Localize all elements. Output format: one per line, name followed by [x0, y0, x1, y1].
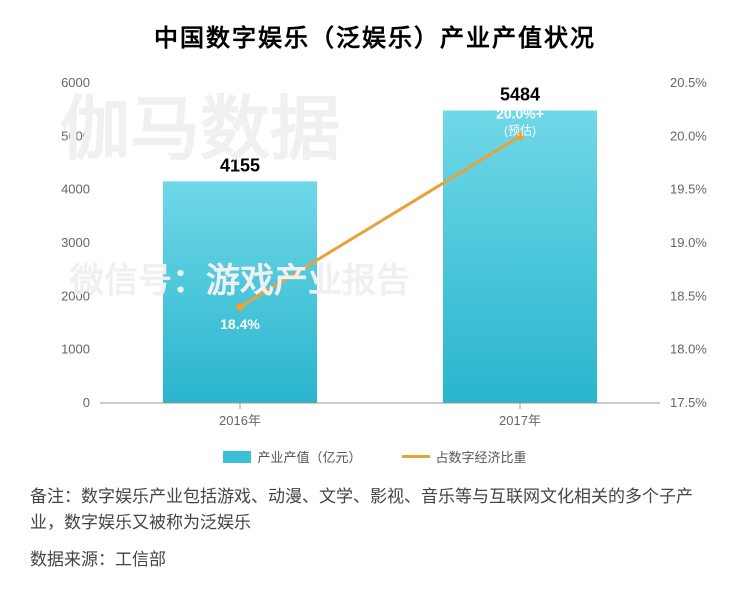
- svg-text:3000: 3000: [61, 235, 90, 250]
- svg-text:1000: 1000: [61, 342, 90, 357]
- trend-value-label: 18.4%: [220, 316, 260, 332]
- legend-item-bar: 产业产值（亿元）: [223, 447, 361, 466]
- svg-text:19.0%: 19.0%: [670, 235, 707, 250]
- bar-value-label: 5484: [500, 85, 540, 105]
- svg-text:2000: 2000: [61, 288, 90, 303]
- legend: 产业产值（亿元） 占数字经济比重: [0, 447, 750, 466]
- svg-text:19.5%: 19.5%: [670, 182, 707, 197]
- bar: [163, 181, 317, 403]
- svg-text:20.5%: 20.5%: [670, 75, 707, 90]
- trend-value-label: 20.0%+: [496, 105, 544, 121]
- bar: [443, 111, 597, 403]
- chart-container: 伽马数据 微信号：游戏产业报告 010002000300040005000600…: [30, 63, 720, 443]
- legend-swatch-line: [402, 455, 430, 458]
- trend-point: [236, 303, 244, 311]
- svg-text:6000: 6000: [61, 75, 90, 90]
- svg-text:18.5%: 18.5%: [670, 288, 707, 303]
- legend-label-bar: 产业产值（亿元）: [257, 447, 361, 466]
- chart-title: 中国数字娱乐（泛娱乐）产业产值状况: [0, 0, 750, 63]
- data-source: 数据来源：工信部: [30, 545, 720, 570]
- bar-value-label: 4155: [220, 155, 260, 175]
- chart-plot: 0 1000 2000 3000 4000 5000 6000 17.5% 18.0% 18.5%…: [30, 63, 720, 443]
- legend-item-line: 占数字经济比重: [402, 447, 527, 466]
- svg-text:18.0%: 18.0%: [670, 342, 707, 357]
- svg-text:0: 0: [83, 395, 90, 410]
- trend-value-sublabel: (预估): [504, 123, 536, 137]
- x-tick-label: 2016年: [219, 413, 261, 428]
- svg-text:5000: 5000: [61, 128, 90, 143]
- x-tick-label: 2017年: [499, 413, 541, 428]
- legend-swatch-bar: [223, 451, 251, 463]
- svg-text:4000: 4000: [61, 182, 90, 197]
- svg-text:17.5%: 17.5%: [670, 395, 707, 410]
- svg-text:20.0%: 20.0%: [670, 128, 707, 143]
- legend-label-line: 占数字经济比重: [436, 447, 527, 466]
- footnote: 备注：数字娱乐产业包括游戏、动漫、文学、影视、音乐等与互联网文化相关的多个子产业…: [30, 484, 720, 535]
